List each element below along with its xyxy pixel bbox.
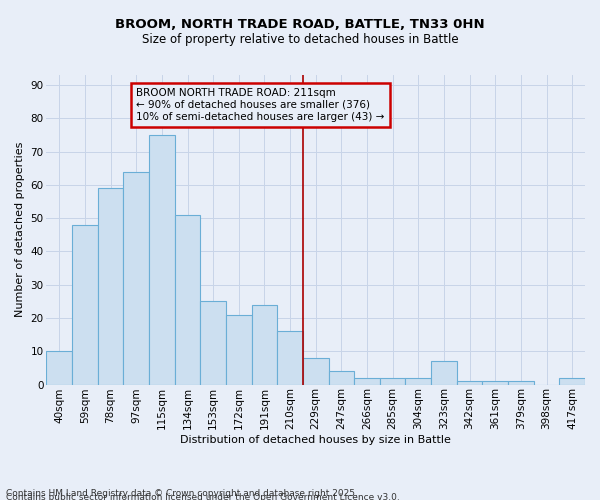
- Text: Contains public sector information licensed under the Open Government Licence v3: Contains public sector information licen…: [6, 494, 400, 500]
- Bar: [175, 215, 200, 384]
- Bar: [354, 378, 380, 384]
- Bar: [149, 135, 175, 384]
- Bar: [98, 188, 124, 384]
- Text: BROOM NORTH TRADE ROAD: 211sqm
← 90% of detached houses are smaller (376)
10% of: BROOM NORTH TRADE ROAD: 211sqm ← 90% of …: [136, 88, 385, 122]
- Bar: [482, 381, 508, 384]
- Bar: [406, 378, 431, 384]
- Y-axis label: Number of detached properties: Number of detached properties: [15, 142, 25, 318]
- Bar: [431, 361, 457, 384]
- Bar: [277, 332, 303, 384]
- Bar: [226, 314, 251, 384]
- Bar: [329, 371, 354, 384]
- Bar: [457, 381, 482, 384]
- Bar: [380, 378, 406, 384]
- Bar: [46, 352, 72, 384]
- Bar: [124, 172, 149, 384]
- Text: BROOM, NORTH TRADE ROAD, BATTLE, TN33 0HN: BROOM, NORTH TRADE ROAD, BATTLE, TN33 0H…: [115, 18, 485, 30]
- Bar: [559, 378, 585, 384]
- Bar: [508, 381, 534, 384]
- Text: Size of property relative to detached houses in Battle: Size of property relative to detached ho…: [142, 32, 458, 46]
- Bar: [303, 358, 329, 384]
- Bar: [200, 302, 226, 384]
- Bar: [251, 304, 277, 384]
- Bar: [72, 225, 98, 384]
- Text: Contains HM Land Registry data © Crown copyright and database right 2025.: Contains HM Land Registry data © Crown c…: [6, 488, 358, 498]
- X-axis label: Distribution of detached houses by size in Battle: Distribution of detached houses by size …: [180, 435, 451, 445]
